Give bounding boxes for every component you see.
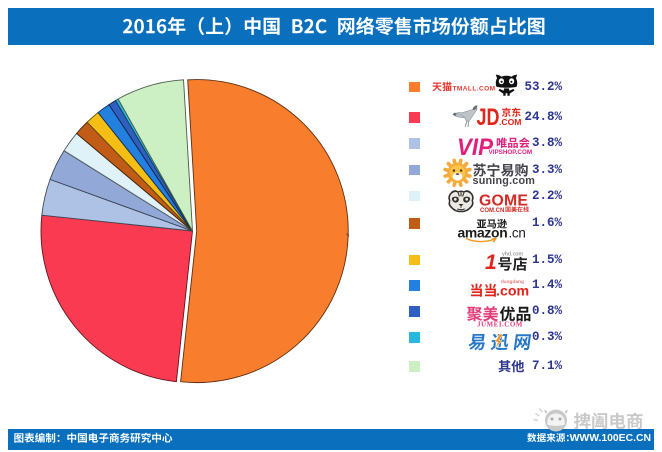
svg-text:suning.com: suning.com [473,175,536,187]
svg-text:JD: JD [477,104,500,131]
svg-text:VIPSHOP.COM: VIPSHOP.COM [489,149,533,156]
svg-text:dangdang: dangdang [501,279,524,285]
svg-text:.com: .com [496,284,529,300]
svg-text:.COM: .COM [499,117,521,127]
svg-text:yhd.com: yhd.com [502,252,523,258]
svg-text:COM.CN: COM.CN [480,208,504,214]
svg-text:WWW.100EC.CN: WWW.100EC.CN [570,433,651,444]
svg-text:JUMEI.COM: JUMEI.COM [477,320,523,328]
svg-text:.cn: .cn [509,225,526,240]
svg-text:GOME: GOME [479,192,528,209]
svg-text:VIP: VIP [457,134,494,161]
svg-text:TMALL.COM: TMALL.COM [453,85,496,92]
svg-text:amazon: amazon [458,224,508,240]
svg-text:1: 1 [485,251,497,274]
